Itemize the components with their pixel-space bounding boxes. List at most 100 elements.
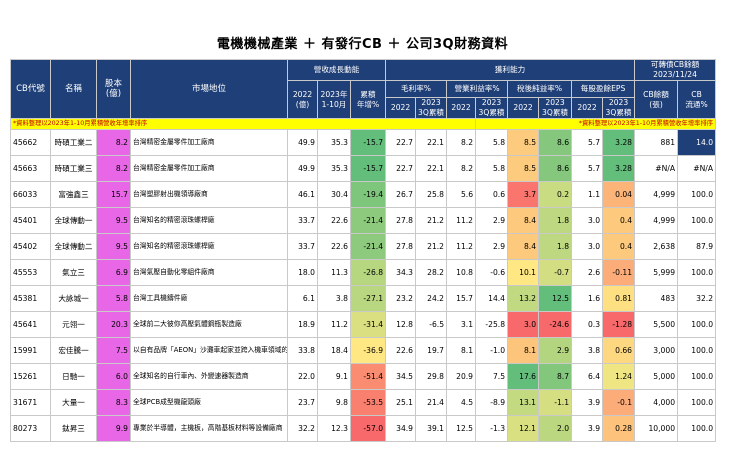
capital-cell: 9.5 [96, 233, 131, 260]
name-cell: 時碩工業二 [50, 129, 97, 156]
cb-float-cell: 100.0 [677, 207, 717, 234]
net-margin-2022-cell: 17.6 [507, 363, 540, 390]
revenue-2022-cell: 18.9 [287, 311, 318, 338]
net-margin-2022-cell: 8.4 [507, 207, 540, 234]
revenue-cagr-cell: -26.8 [349, 259, 387, 286]
name-cell: 宏佳騰一 [50, 337, 97, 364]
operating-margin-2023-cell: 5.8 [475, 155, 509, 182]
revenue-2023-cell: 18.4 [317, 337, 351, 364]
operating-margin-2023-cell: 14.4 [475, 285, 509, 312]
cb-float-cell: 100.0 [677, 337, 717, 364]
capital-cell: 6.9 [96, 259, 131, 286]
net-margin-2023-cell: 8.6 [538, 155, 573, 182]
name-cell: 日馳一 [50, 363, 97, 390]
name-cell: 氣立三 [50, 259, 97, 286]
net-margin-2022-cell: 8.4 [507, 233, 540, 260]
cb-float-cell: #N/A [677, 155, 717, 182]
capital-cell: 9.5 [96, 207, 131, 234]
cb-float-cell: 100.0 [677, 363, 717, 390]
cb-float-cell: 100.0 [677, 259, 717, 286]
gross-margin-2023-cell: 21.2 [415, 207, 448, 234]
market-position-cell: 全球知名的自行車內、外變速器製造商 [130, 363, 288, 390]
net-margin-2022-cell: 3.7 [507, 181, 540, 208]
market-position-cell: 台灣精密金屬零件加工廠商 [130, 129, 288, 156]
table-row: 45553 氣立三 6.9 台灣氣壓自動化零組件廠商 18.0 11.3 -26.8 34.3… [10, 259, 717, 286]
sub-header-eps-2023: 2023 3Q累積 [602, 97, 636, 119]
table-row: 15991 宏佳騰一 7.5 以自有品牌「AEON」沙灘車起家並跨入機車領域的業者 33… [10, 337, 717, 364]
operating-margin-2022-cell: 11.2 [446, 233, 477, 260]
operating-margin-2022-cell: 20.9 [446, 363, 477, 390]
cb-code-cell: 45662 [10, 129, 51, 156]
col-header-market-position: 市場地位 [130, 59, 288, 119]
revenue-2023-cell: 9.1 [317, 363, 351, 390]
cb-code-cell: 45402 [10, 233, 51, 260]
cb-balance-cell: 2,638 [634, 233, 679, 260]
table-row: 45641 元翎一 20.3 全球前二大彼你高壓氣體鋼瓶製造廠 18.9 11.2 -31.… [10, 311, 717, 338]
gross-margin-2022-cell: 25.1 [385, 389, 417, 416]
cb-balance-cell: 881 [634, 129, 679, 156]
gross-margin-2023-cell: 22.1 [415, 155, 448, 182]
cb-code-cell: 15991 [10, 337, 51, 364]
cb-balance-cell: 10,000 [634, 415, 679, 442]
revenue-cagr-cell: -57.0 [349, 415, 387, 442]
gross-margin-2023-cell: 22.1 [415, 129, 448, 156]
revenue-cagr-cell: -15.7 [349, 155, 387, 182]
table-row: 45401 全球傳動一 9.5 台灣知名的精密滾珠螺桿廠 33.7 22.6 -21.4 27… [10, 207, 717, 234]
col-header-capital: 股本 (億) [96, 59, 131, 119]
sort-note-left: *資料整理以2023年1-10月累積營收年增率排序 [9, 118, 477, 130]
gross-margin-2022-cell: 23.2 [385, 285, 417, 312]
eps-2022-cell: 3.9 [571, 389, 604, 416]
table-row: 45662 時碩工業二 8.2 台灣精密金屬零件加工廠商 49.9 35.3 -15.7 22… [10, 129, 717, 156]
capital-cell: 15.7 [96, 181, 131, 208]
net-margin-2022-cell: 8.5 [507, 129, 540, 156]
table-row: 66033 富強鑫三 15.7 台灣塑膠射出機領導廠商 46.1 30.4 -19.4 26.… [10, 181, 717, 208]
name-cell: 大詠城一 [50, 285, 97, 312]
eps-2022-cell: 6.4 [571, 363, 604, 390]
revenue-2023-cell: 12.3 [317, 415, 351, 442]
operating-margin-2023-cell: 2.9 [475, 233, 509, 260]
revenue-2022-cell: 6.1 [287, 285, 318, 312]
revenue-2022-cell: 18.0 [287, 259, 318, 286]
group-header-profit: 獲利能力 [385, 59, 636, 81]
name-cell: 鈦昇三 [50, 415, 97, 442]
revenue-2023-cell: 22.6 [317, 207, 351, 234]
operating-margin-2022-cell: 15.7 [446, 285, 477, 312]
sub-header-om-2023: 2023 3Q累積 [475, 97, 509, 119]
cb-code-cell: 45401 [10, 207, 51, 234]
market-position-cell: 台灣工具機鑄件廠 [130, 285, 288, 312]
operating-margin-2022-cell: 5.6 [446, 181, 477, 208]
eps-2022-cell: 5.7 [571, 155, 604, 182]
revenue-cagr-cell: -51.4 [349, 363, 387, 390]
revenue-2023-cell: 11.2 [317, 311, 351, 338]
net-margin-2022-cell: 13.2 [507, 285, 540, 312]
net-margin-2023-cell: 0.2 [538, 181, 573, 208]
operating-margin-2023-cell: 7.5 [475, 363, 509, 390]
eps-2023-cell: 0.4 [602, 207, 636, 234]
revenue-2022-cell: 49.9 [287, 155, 318, 182]
operating-margin-2022-cell: 8.1 [446, 337, 477, 364]
cb-balance-cell: 5,000 [634, 363, 679, 390]
eps-2022-cell: 1.6 [571, 285, 604, 312]
cb-float-cell: 87.9 [677, 233, 717, 260]
net-margin-2022-cell: 8.1 [507, 337, 540, 364]
market-position-cell: 台灣氣壓自動化零組件廠商 [130, 259, 288, 286]
operating-margin-2022-cell: 10.8 [446, 259, 477, 286]
revenue-2023-cell: 30.4 [317, 181, 351, 208]
gross-margin-2022-cell: 26.7 [385, 181, 417, 208]
gross-margin-2022-cell: 34.9 [385, 415, 417, 442]
capital-cell: 5.8 [96, 285, 131, 312]
table-row: 80273 鈦昇三 9.9 專業於半導體，主機板，高階基板材料等設備廠商 32.2 12.… [10, 415, 717, 442]
eps-2022-cell: 3.9 [571, 415, 604, 442]
cb-code-cell: 45381 [10, 285, 51, 312]
col-header-name: 名稱 [50, 59, 97, 119]
market-position-cell: 台灣知名的精密滾珠螺桿廠 [130, 207, 288, 234]
eps-2022-cell: 2.6 [571, 259, 604, 286]
cb-float-cell: 100.0 [677, 415, 717, 442]
gross-margin-2022-cell: 22.7 [385, 155, 417, 182]
eps-2023-cell: 0.04 [602, 181, 636, 208]
eps-2022-cell: 5.7 [571, 129, 604, 156]
sub-header-gm-2023: 2023 3Q累積 [415, 97, 448, 119]
net-margin-2023-cell: 1.8 [538, 233, 573, 260]
capital-cell: 20.3 [96, 311, 131, 338]
eps-2023-cell: -0.1 [602, 389, 636, 416]
